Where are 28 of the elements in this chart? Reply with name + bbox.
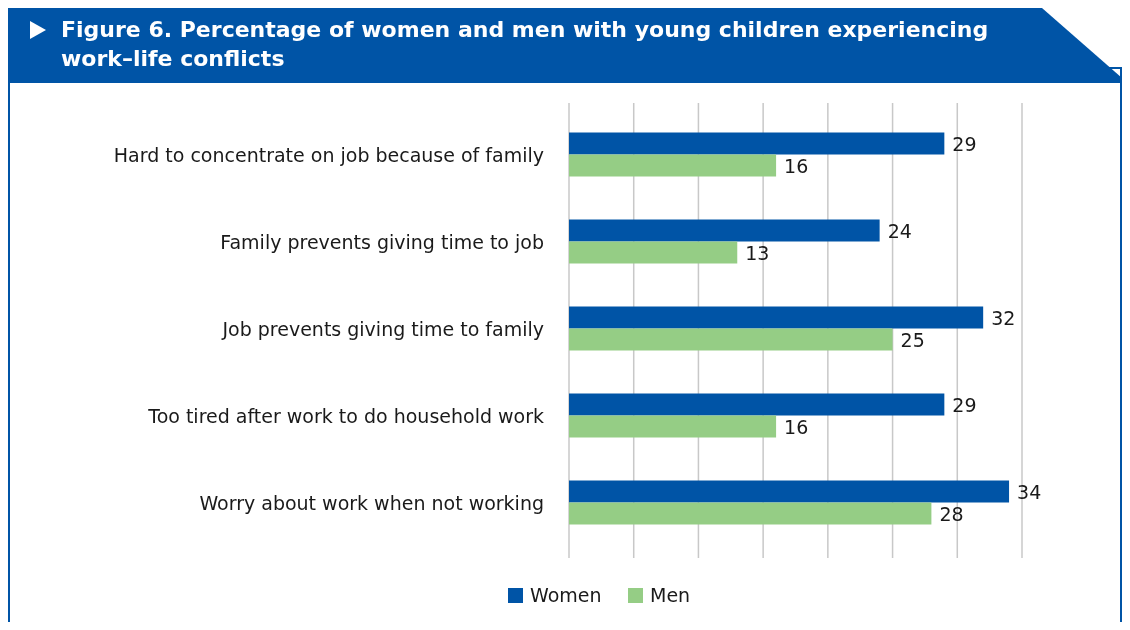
- data-label: 34: [1017, 480, 1042, 503]
- data-label: 25: [900, 328, 925, 351]
- bar: [569, 328, 893, 351]
- bar: [569, 415, 777, 438]
- data-label: 32: [991, 306, 1016, 329]
- y-tick-label: Worry about work when not working: [199, 491, 544, 514]
- y-tick-label: Too tired after work to do household work: [147, 404, 544, 427]
- legend-label: Men: [650, 584, 691, 606]
- data-label: 16: [784, 154, 809, 177]
- y-tick-label: Family prevents giving time to job: [220, 230, 544, 253]
- data-label: 29: [952, 393, 977, 416]
- data-label: 16: [784, 415, 809, 438]
- bar: [569, 241, 738, 264]
- bar: [569, 154, 777, 177]
- bar: [569, 393, 945, 416]
- data-label: 29: [952, 132, 977, 155]
- y-tick-label: Job prevents giving time to family: [221, 317, 544, 340]
- y-tick-label: Hard to concentrate on job because of family: [113, 143, 544, 166]
- data-label: 28: [939, 502, 964, 525]
- bar: [569, 480, 1010, 503]
- data-label: 24: [887, 219, 912, 242]
- legend-label: Women: [530, 584, 602, 606]
- data-label: 13: [745, 241, 770, 264]
- chart-title: Figure 6. Percentage of women and men with young children experiencing work–life conflicts: [61, 17, 989, 71]
- bar: [569, 502, 932, 525]
- bar: [569, 219, 880, 242]
- bar: [569, 132, 945, 155]
- bar: [569, 306, 984, 329]
